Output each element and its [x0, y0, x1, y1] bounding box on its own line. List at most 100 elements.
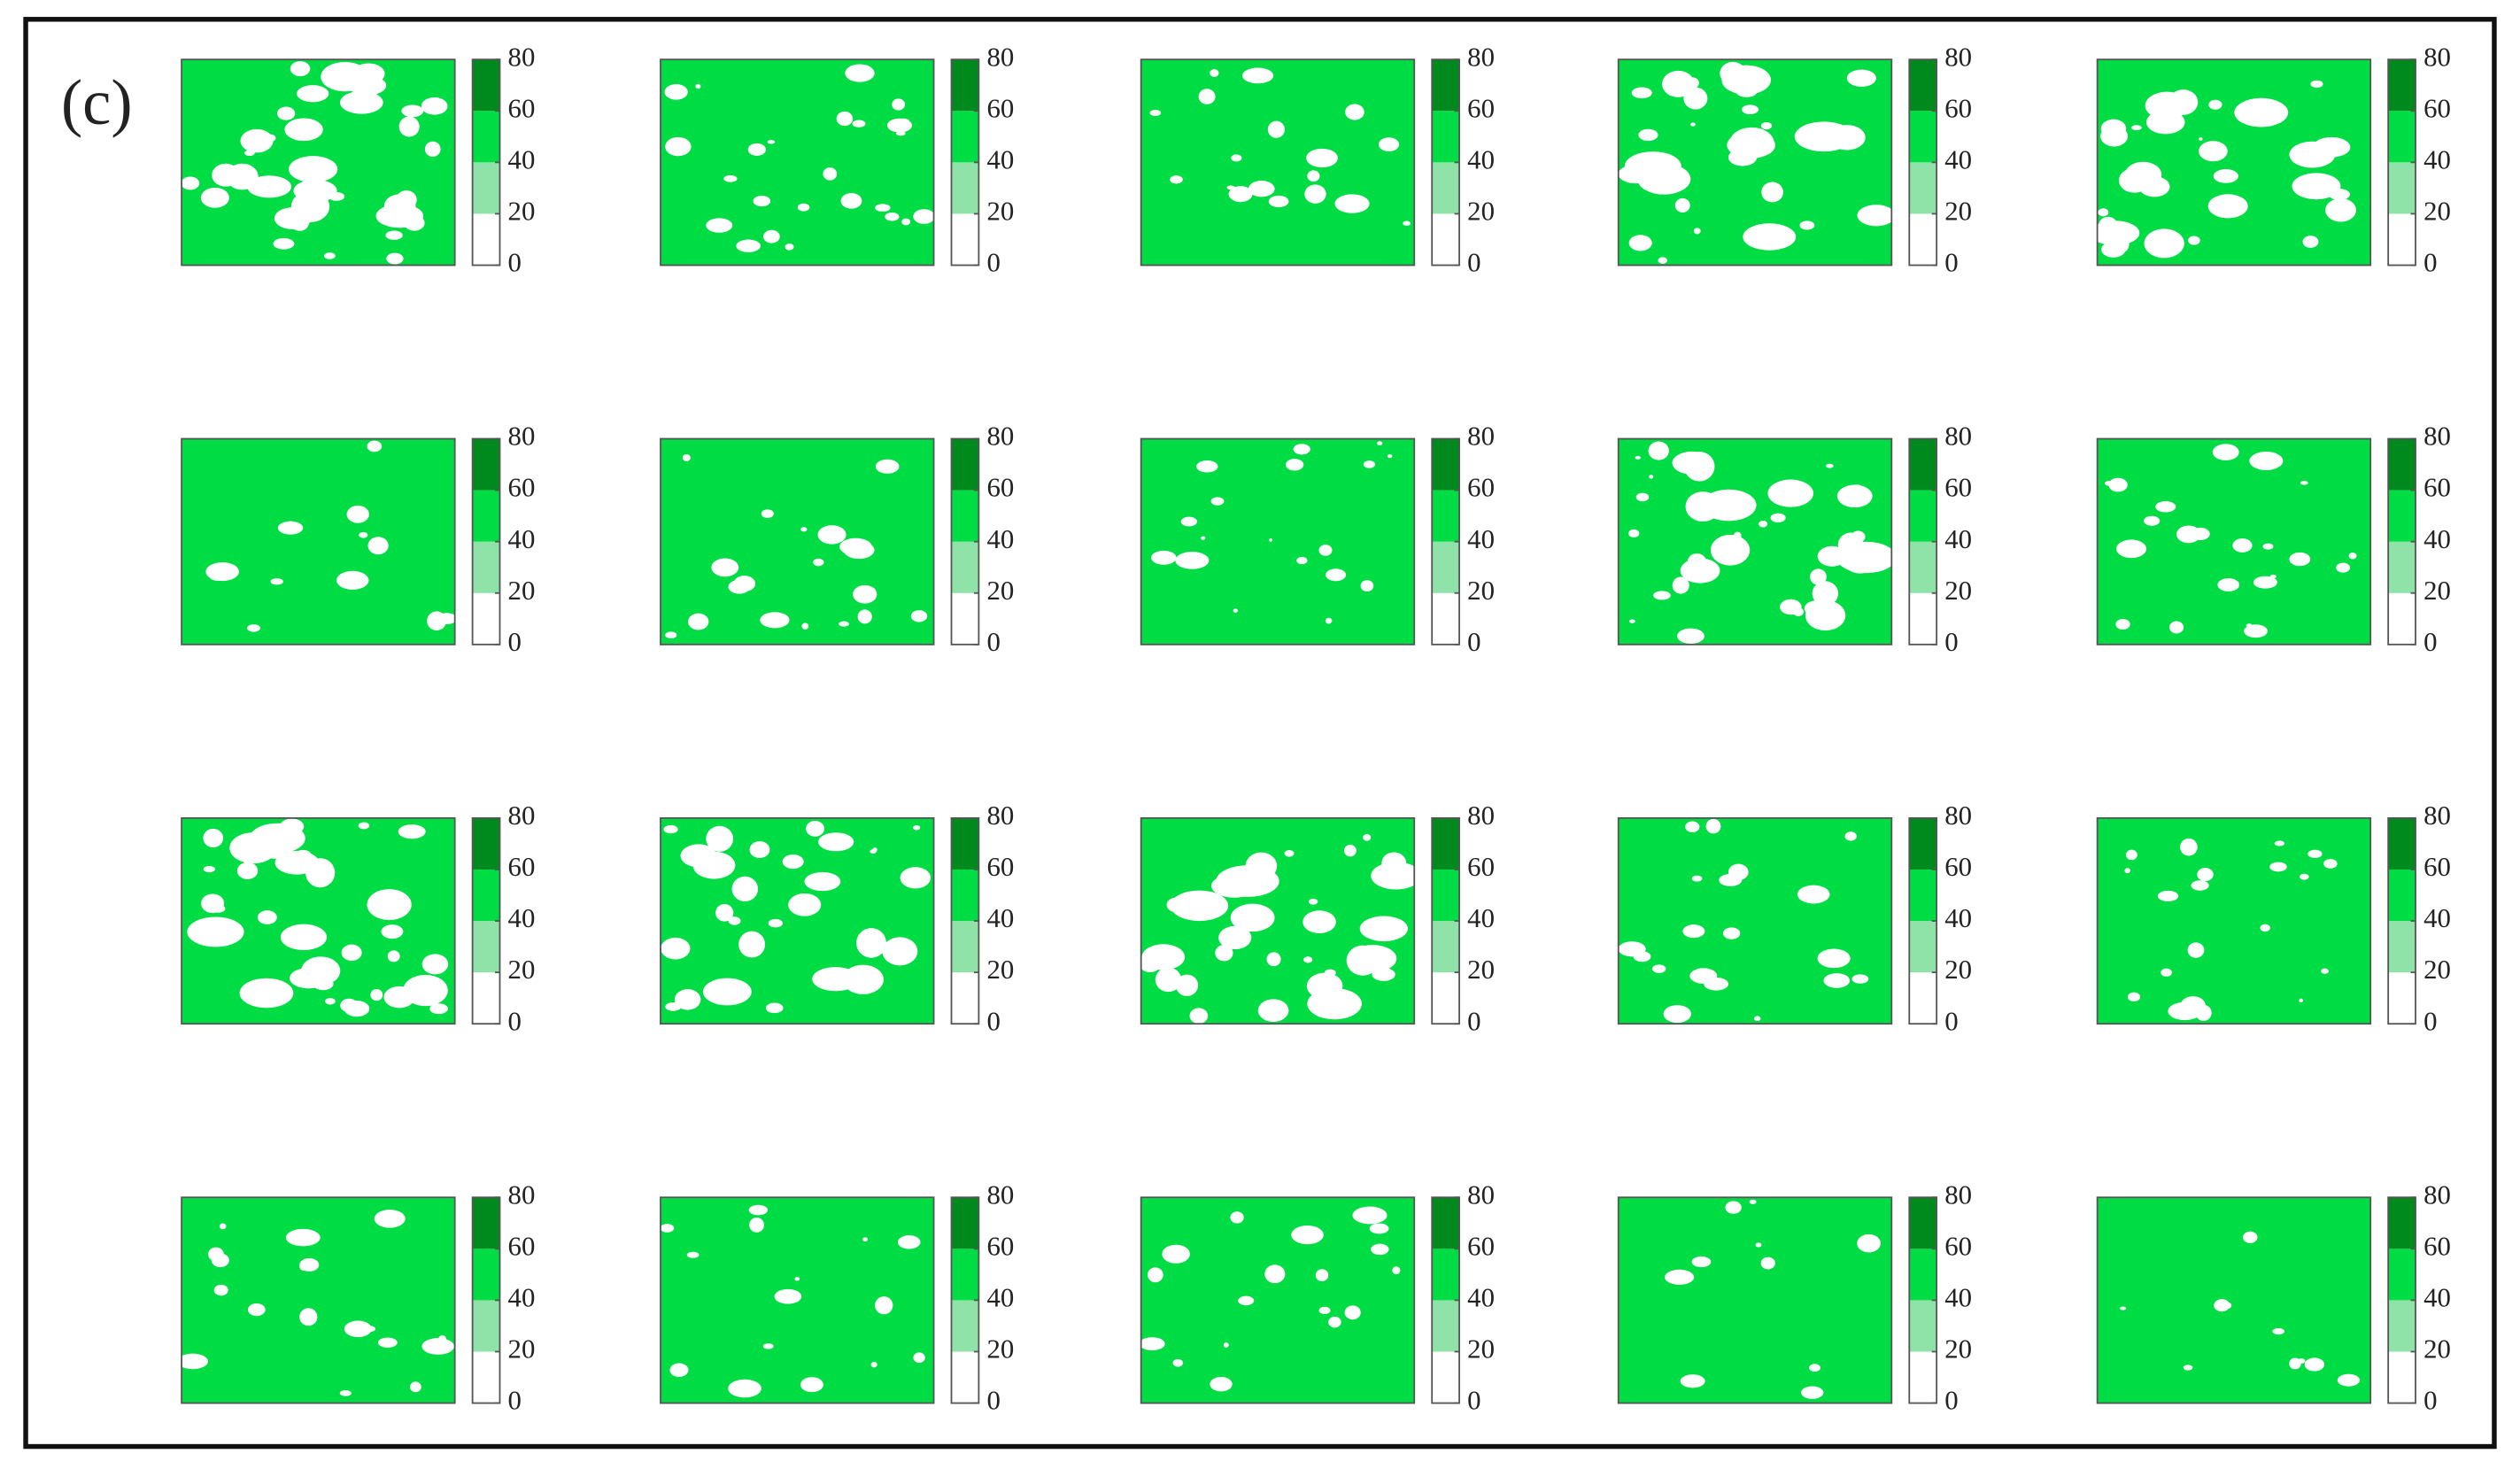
map-frame	[1140, 437, 1416, 646]
colorbar-tick-label: 0	[2423, 1006, 2437, 1036]
colorbar-tick-label: 60	[508, 1231, 536, 1261]
map-gap	[239, 978, 294, 1009]
map-gap	[398, 116, 420, 137]
colorbar-tick-label: 20	[1944, 955, 1972, 985]
colorbar-tick-label: 0	[1467, 1006, 1480, 1036]
map-frame	[660, 437, 935, 646]
colorbar-segment	[472, 438, 500, 491]
colorbar-segment	[2388, 438, 2416, 491]
map-gap	[1857, 1233, 1881, 1253]
map-gap	[1844, 831, 1857, 841]
colorbar-segment	[472, 592, 500, 645]
map-frame	[2096, 816, 2372, 1025]
colorbar-frame	[2387, 437, 2416, 646]
map-gap	[1826, 463, 1834, 468]
map-gap	[243, 150, 255, 157]
figure-border	[23, 17, 2497, 1450]
map-gap	[203, 866, 215, 873]
map-gap	[1691, 875, 1703, 882]
map-gap	[1285, 459, 1304, 471]
map-gap	[2300, 481, 2308, 485]
map-gap	[870, 1361, 877, 1368]
map-gap	[2249, 451, 2284, 470]
colorbar-tick-label: 40	[1467, 1282, 1495, 1312]
map-gap	[212, 902, 222, 908]
colorbar-tick-label: 80	[1467, 42, 1495, 72]
map-gap	[1658, 257, 1667, 264]
colorbar-segment	[951, 490, 979, 542]
map-gap	[295, 849, 311, 859]
colorbar-segment	[1909, 111, 1937, 163]
map-gap	[1170, 890, 1229, 922]
map-gap	[289, 968, 329, 989]
map-gap	[385, 230, 403, 240]
map-gap	[2108, 477, 2128, 492]
colorbar-segment	[1432, 111, 1460, 163]
map-gap	[261, 823, 304, 851]
colorbar-frame	[950, 1196, 980, 1404]
map-gap	[910, 610, 928, 622]
map-gap	[1377, 441, 1383, 446]
colorbar-frame	[1431, 58, 1460, 267]
colorbar-tick-label: 20	[2423, 955, 2451, 985]
map-gap	[2125, 849, 2137, 861]
map-gap	[1303, 910, 1336, 934]
map-gap	[2289, 552, 2311, 567]
colorbar-tick-label: 20	[1467, 576, 1495, 606]
colorbar-segment	[951, 541, 979, 593]
map-gap	[216, 189, 228, 201]
colorbar-tick-label: 20	[508, 197, 536, 227]
map-gap	[2199, 137, 2203, 141]
map-frame	[2096, 58, 2372, 267]
map-gap	[1665, 1269, 1695, 1285]
map-frame	[181, 816, 456, 1025]
colorbar-segment	[951, 592, 979, 645]
map-frame	[181, 1196, 456, 1404]
map-gap	[205, 562, 239, 582]
colorbar-tick-label: 0	[1944, 1006, 1958, 1036]
map-gap	[1729, 127, 1774, 158]
map-gap	[2300, 873, 2309, 880]
map-gap	[1369, 1223, 1389, 1234]
map-gap	[715, 904, 734, 922]
map-gap	[299, 1262, 309, 1272]
colorbar-segment	[951, 921, 979, 973]
map-gap	[1248, 181, 1275, 197]
map-gap	[736, 239, 761, 252]
colorbar-segment	[1909, 541, 1937, 593]
colorbar-segment	[472, 162, 500, 214]
map-gap	[913, 209, 935, 224]
map-frame	[181, 437, 456, 646]
map-gap	[768, 918, 783, 928]
map-gap	[1648, 441, 1669, 460]
colorbar-tick-label: 20	[508, 955, 536, 985]
colorbar-segment	[951, 1300, 979, 1352]
map-gap	[817, 525, 846, 545]
map-gap	[1201, 536, 1206, 540]
map-frame	[1140, 1196, 1416, 1404]
colorbar-segment	[472, 1249, 500, 1301]
colorbar-tick-label: 80	[508, 800, 536, 831]
map-gap	[747, 143, 766, 156]
map-gap	[885, 213, 900, 221]
map-gap	[398, 824, 426, 839]
map-gap	[1767, 479, 1813, 507]
map-gap	[181, 176, 200, 190]
map-gap	[801, 622, 809, 630]
colorbar-segment	[472, 972, 500, 1024]
map-gap	[669, 1363, 689, 1377]
map-gap	[2155, 501, 2176, 513]
map-gap	[1651, 964, 1666, 973]
colorbar-tick-label: 0	[1467, 627, 1480, 657]
colorbar-segment	[1909, 1351, 1937, 1403]
map-gap	[421, 954, 449, 975]
colorbar-segment	[1432, 817, 1460, 870]
map-gap	[219, 1223, 227, 1230]
colorbar-tick-label: 0	[508, 1386, 522, 1416]
map-gap	[1810, 568, 1827, 585]
map-gap	[1805, 599, 1846, 631]
map-gap	[886, 118, 913, 133]
colorbar-tick-label: 20	[986, 955, 1014, 985]
colorbar-segment	[1432, 1351, 1460, 1403]
map-gap	[1653, 591, 1671, 600]
